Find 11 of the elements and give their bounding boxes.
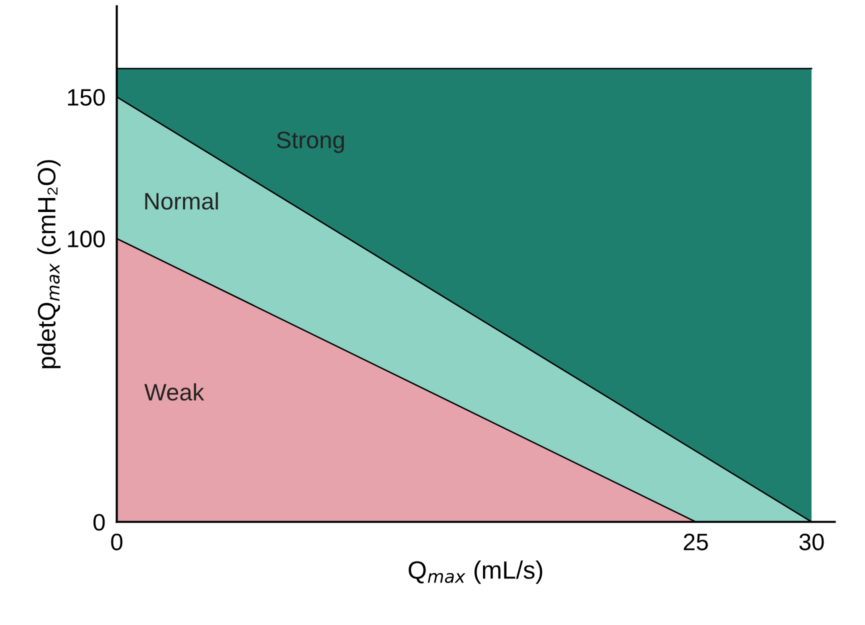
y-tick-label: 0 — [93, 514, 105, 531]
series-label: Strong — [276, 132, 344, 154]
series-label: Normal — [145, 192, 218, 210]
x-tick-label: 0 — [111, 534, 122, 550]
x-tick-label: 30 — [799, 534, 824, 550]
y-tick-label: 100 — [68, 230, 105, 248]
x-tick-label: 25 — [684, 534, 708, 550]
y-axis-title: pdetQ$_{max}$ (cmH₂O) — [37, 160, 61, 368]
y-tick-label: 150 — [68, 88, 105, 106]
series-label: Weak — [144, 383, 204, 401]
x-axis-title: Q$_{max}$ (mL/s) — [408, 560, 542, 584]
